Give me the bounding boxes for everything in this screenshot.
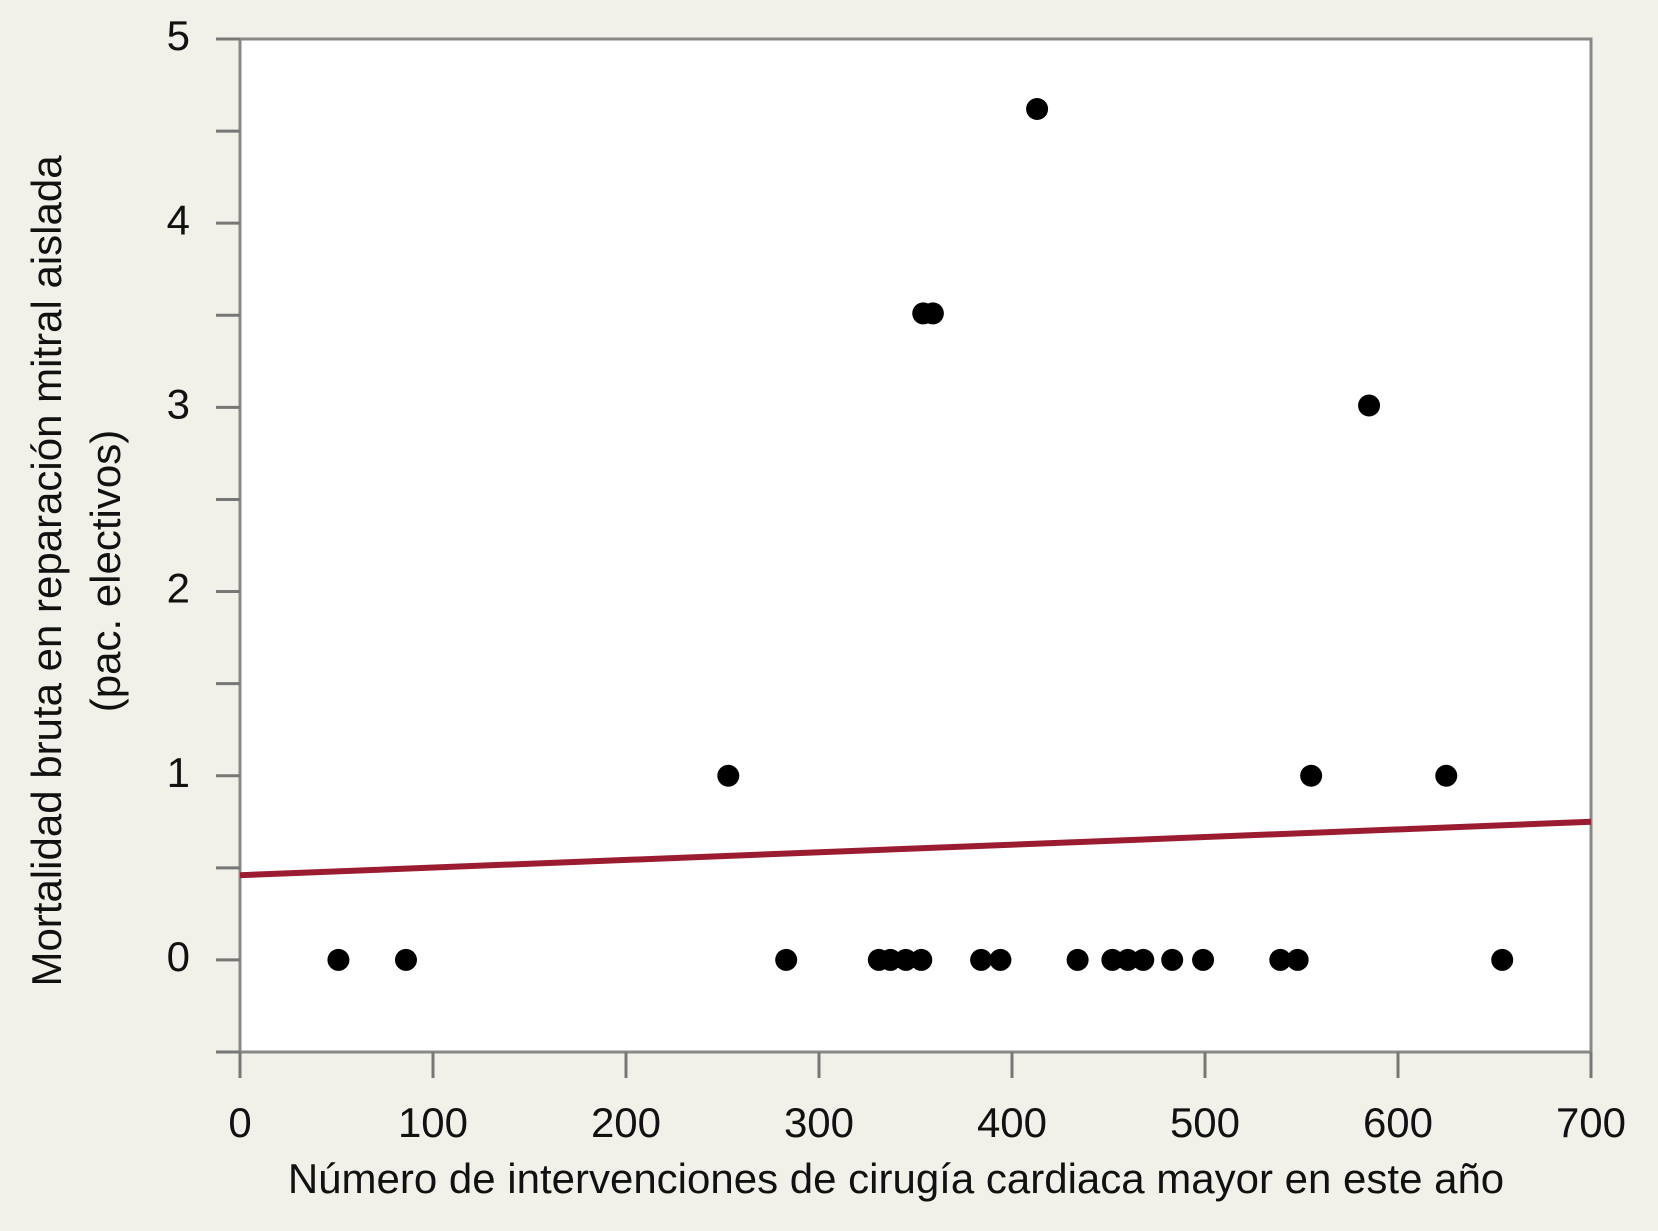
point [1491,948,1514,971]
plot-area [238,37,1593,1054]
trend-line [239,818,1592,879]
x-tick-label: 700 [1556,1099,1626,1146]
point [1066,948,1089,971]
x-tick-label: 0 [228,1099,251,1146]
point [1300,764,1323,787]
y-tick-label: 2 [167,565,190,612]
point [1161,948,1184,971]
point [775,948,798,971]
point [1026,97,1049,120]
x-tick-label: 200 [591,1099,661,1146]
y-tick-label: 5 [167,12,190,59]
point [879,948,902,971]
x-tick-label: 600 [1363,1099,1433,1146]
point [921,302,944,325]
point [910,948,933,971]
y-tick-label: 3 [167,380,190,427]
y-axis-label: (pac. electivos) [82,430,129,712]
y-tick-label: 4 [167,196,190,243]
point [1116,948,1139,971]
y-tick-label: 0 [167,933,190,980]
point [989,948,1012,971]
point [970,948,993,971]
point [394,948,417,971]
x-tick-label: 300 [784,1099,854,1146]
y-tick-label: 1 [167,749,190,796]
y-axis-label: Mortalidad bruta en reparación mitral ai… [23,155,70,987]
point [717,764,740,787]
point [327,948,350,971]
x-tick-label: 500 [1170,1099,1240,1146]
point [1269,948,1292,971]
point [1132,948,1155,971]
x-tick-label: 100 [398,1099,468,1146]
x-tick-label: 400 [977,1099,1047,1146]
point [1435,764,1458,787]
point [1101,948,1124,971]
point [1286,948,1309,971]
x-axis-label: Número de intervenciones de cirugía card… [288,1155,1504,1202]
point [1358,394,1381,417]
point [1192,948,1215,971]
point [894,948,917,971]
